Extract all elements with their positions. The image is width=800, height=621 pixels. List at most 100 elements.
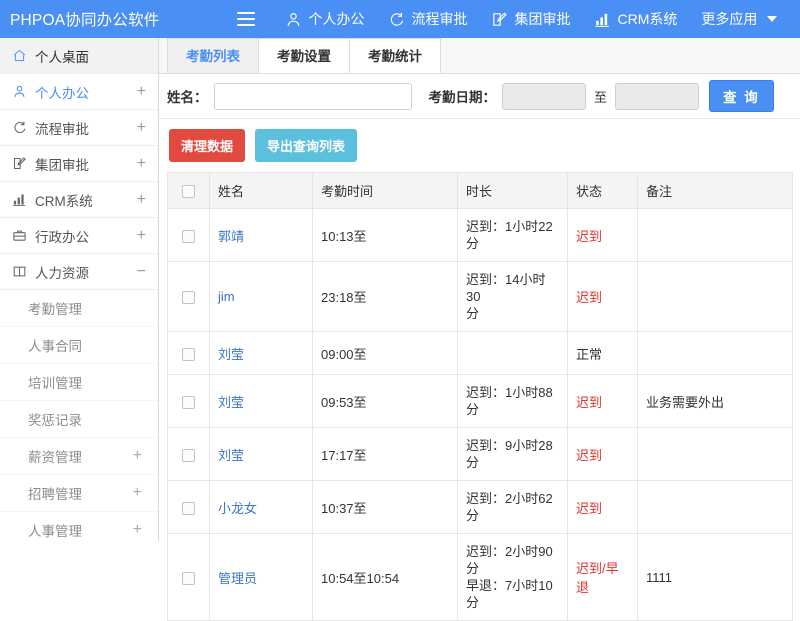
top-nav-group-approval[interactable]: 集团审批	[491, 9, 570, 29]
edit-square-icon	[10, 156, 28, 171]
column-header-attendance-time[interactable]: 考勤时间	[312, 172, 458, 209]
tab-attendance-list[interactable]: 考勤列表	[167, 38, 259, 73]
sidebar-item-personal-desktop[interactable]: 个人桌面	[0, 38, 158, 74]
table-row[interactable]: 刘莹 09:00至 正常	[167, 331, 793, 375]
tab-attendance-settings[interactable]: 考勤设置	[258, 38, 350, 73]
name-input[interactable]	[213, 82, 412, 110]
row-checkbox[interactable]	[182, 291, 195, 305]
cell-attendance-time: 10:13至	[312, 208, 458, 262]
select-all-checkbox[interactable]	[182, 185, 195, 199]
sidebar-subitem-attendance-management[interactable]: 考勤管理	[0, 290, 158, 327]
column-header-status[interactable]: 状态	[567, 172, 638, 209]
cell-attendance-time: 09:53至	[312, 374, 458, 428]
sidebar-collapse-toggle[interactable]: −	[136, 262, 146, 280]
sidebar: 个人桌面 个人办公 + 流程审批 + 集团审批 +	[0, 38, 159, 541]
row-checkbox[interactable]	[182, 571, 195, 585]
duration-line: 早退：7小时10分	[466, 578, 553, 610]
bar-chart-icon	[594, 11, 611, 28]
cell-attendance-time: 23:18至	[312, 261, 458, 332]
attendance-table: 姓名 考勤时间 时长 状态 备注 郭靖 10:13至 迟到：1小时22分 迟到 jim 2…	[167, 172, 793, 621]
sidebar-item-process-approval[interactable]: 流程审批 +	[0, 110, 158, 146]
employee-name-link[interactable]: jim	[218, 289, 235, 304]
sidebar-item-personal-office[interactable]: 个人办公 +	[0, 74, 158, 110]
sidebar-subitem-toggle[interactable]: +	[132, 521, 142, 538]
sidebar-subitem-toggle[interactable]: +	[132, 484, 142, 501]
sidebar-item-human-resources[interactable]: 人力资源 −	[0, 254, 158, 290]
search-button[interactable]: 查 询	[709, 80, 774, 112]
top-nav-personal-office[interactable]: 个人办公	[285, 9, 364, 29]
top-nav-process-approval[interactable]: 流程审批	[388, 9, 467, 29]
cell-name: 刘莹	[209, 374, 313, 428]
row-checkbox[interactable]	[182, 395, 195, 409]
row-checkbox[interactable]	[182, 448, 195, 462]
book-icon	[10, 264, 28, 279]
sidebar-subitem-training-management[interactable]: 培训管理	[0, 364, 158, 401]
column-header-remark[interactable]: 备注	[637, 172, 793, 209]
sidebar-item-admin-office[interactable]: 行政办公 +	[0, 218, 158, 254]
clean-data-button[interactable]: 清理数据	[169, 129, 246, 162]
chevron-down-icon[interactable]	[767, 16, 778, 22]
sidebar-subitem-label: 培训管理	[28, 376, 82, 391]
export-query-list-button[interactable]: 导出查询列表	[255, 129, 358, 162]
filter-bar: 姓名： 考勤日期： 至 查 询	[159, 74, 800, 119]
row-checkbox[interactable]	[182, 347, 195, 361]
table-row[interactable]: 管理员 10:54至10:54 迟到：2小时90分 早退：7小时10分 迟到/早退 111…	[167, 533, 793, 621]
cell-remark	[637, 331, 793, 375]
row-checkbox[interactable]	[182, 229, 195, 243]
table-row[interactable]: 小龙女 10:37至 迟到：2小时62分 迟到	[167, 480, 793, 534]
cell-duration: 迟到：2小时90分 早退：7小时10分	[457, 533, 568, 621]
cell-duration: 迟到：9小时28分	[457, 427, 568, 481]
sidebar-item-crm-system[interactable]: CRM系统 +	[0, 182, 158, 218]
sidebar-subitem-reward-punishment[interactable]: 奖惩记录	[0, 401, 158, 438]
employee-name-link[interactable]: 刘莹	[218, 394, 245, 410]
sidebar-expand-toggle[interactable]: +	[136, 190, 146, 208]
sidebar-subitem-salary-management[interactable]: 薪资管理 +	[0, 438, 158, 475]
select-all-header	[167, 172, 210, 209]
row-select-cell	[167, 331, 210, 375]
sidebar-expand-toggle[interactable]: +	[136, 118, 146, 136]
cell-status: 迟到	[567, 261, 638, 332]
employee-name-link[interactable]: 郭靖	[218, 228, 245, 244]
table-row[interactable]: 郭靖 10:13至 迟到：1小时22分 迟到	[167, 208, 793, 262]
employee-name-link[interactable]: 小龙女	[218, 500, 258, 516]
date-to-input[interactable]	[615, 82, 700, 110]
status-badge: 正常	[576, 346, 603, 362]
sidebar-subitem-hr-contract[interactable]: 人事合同	[0, 327, 158, 364]
tab-attendance-statistics[interactable]: 考勤统计	[349, 38, 441, 73]
cell-duration: 迟到：14小时30 分	[457, 261, 568, 332]
table-row[interactable]: jim 23:18至 迟到：14小时30 分 迟到	[167, 261, 793, 332]
sidebar-item-label: 个人桌面	[35, 49, 89, 65]
table-header: 姓名 考勤时间 时长 状态 备注	[167, 172, 793, 209]
table-row[interactable]: 刘莹 09:53至 迟到：1小时88分 迟到 业务需要外出	[167, 374, 793, 428]
sidebar-expand-toggle[interactable]: +	[136, 226, 146, 244]
sidebar-expand-toggle[interactable]: +	[136, 82, 146, 100]
sidebar-subitem-toggle[interactable]: +	[132, 447, 142, 464]
sidebar-item-label: 集团审批	[35, 157, 89, 173]
sidebar-subitem-label: 人事管理	[28, 524, 82, 539]
row-checkbox[interactable]	[182, 501, 195, 515]
cell-duration	[457, 331, 568, 375]
employee-name-link[interactable]: 刘莹	[218, 447, 245, 463]
top-nav-label: CRM系统	[617, 11, 678, 27]
cell-status: 迟到	[567, 208, 638, 262]
sidebar-subitem-personnel-management[interactable]: 人事管理 +	[0, 512, 158, 541]
employee-name-link[interactable]: 刘莹	[218, 346, 245, 362]
sidebar-subitem-label: 人事合同	[28, 339, 82, 354]
employee-name-link[interactable]: 管理员	[218, 570, 258, 586]
top-nav-more-label: 更多应用	[701, 11, 758, 27]
top-nav-label: 个人办公	[308, 11, 365, 27]
cell-duration: 迟到：1小时22分	[457, 208, 568, 262]
hamburger-icon[interactable]	[237, 12, 256, 26]
sidebar-item-group-approval[interactable]: 集团审批 +	[0, 146, 158, 182]
status-badge: 迟到	[576, 500, 603, 516]
sidebar-expand-toggle[interactable]: +	[136, 154, 146, 172]
column-header-duration[interactable]: 时长	[457, 172, 568, 209]
column-header-name[interactable]: 姓名	[209, 172, 313, 209]
row-select-cell	[167, 533, 210, 621]
top-nav-more-apps[interactable]: 更多应用	[701, 9, 757, 29]
sidebar-subitem-recruitment-management[interactable]: 招聘管理 +	[0, 475, 158, 512]
top-nav-crm-system[interactable]: CRM系统	[594, 9, 677, 29]
cell-status: 迟到	[567, 374, 638, 428]
table-row[interactable]: 刘莹 17:17至 迟到：9小时28分 迟到	[167, 427, 793, 481]
date-from-input[interactable]	[502, 82, 586, 110]
